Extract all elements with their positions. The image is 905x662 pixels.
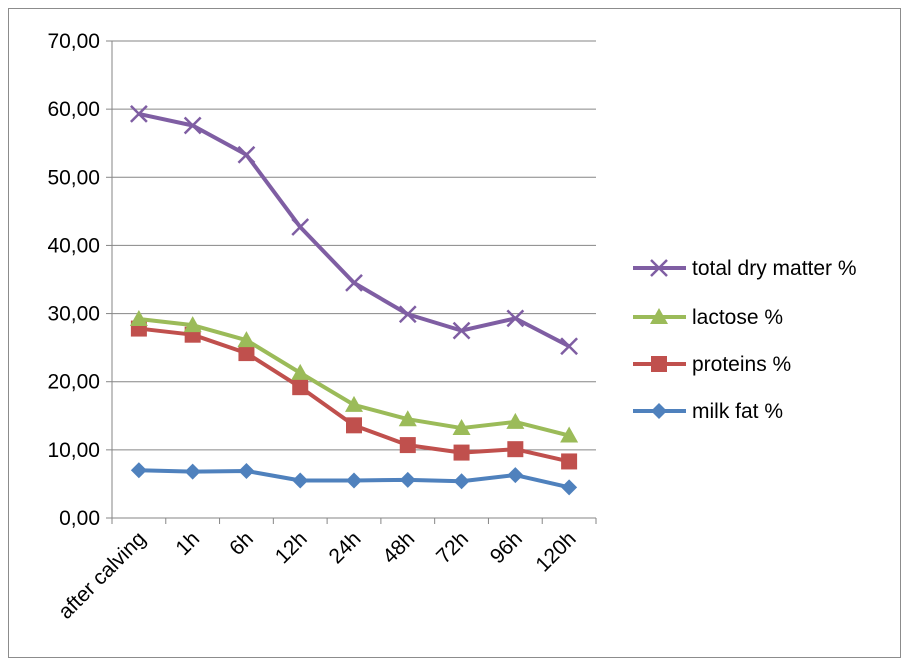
data-point: [291, 218, 310, 236]
data-point: [560, 337, 578, 356]
data-point-stroke: [452, 321, 471, 340]
series-group: [129, 105, 579, 496]
data-point: [452, 419, 471, 436]
data-point: [453, 444, 470, 461]
data-point: [506, 309, 525, 328]
data-point: [291, 363, 310, 380]
data-point: [651, 403, 667, 419]
data-point-stroke: [237, 145, 256, 164]
x-tick-label: 1h: [171, 527, 204, 560]
data-point: [130, 105, 148, 123]
data-point-stroke: [130, 105, 148, 123]
y-tick-label: 10,00: [47, 439, 100, 462]
x-tick-label: 24h: [324, 527, 365, 568]
data-point: [561, 479, 578, 496]
x-axis-ticks: after calving 1h 6h 12h 24h 48h 72h 96h 120h: [54, 527, 581, 623]
x-tick-label: 48h: [378, 527, 419, 568]
data-point: [452, 321, 471, 340]
x-tick-label: 72h: [432, 527, 473, 568]
data-point: [453, 473, 470, 490]
data-point: [183, 316, 202, 333]
data-point: [237, 331, 256, 348]
series-line: [138, 326, 570, 464]
legend-label: proteins %: [692, 353, 791, 376]
series-lactose: [129, 310, 579, 443]
data-point: [345, 395, 363, 412]
legend-entry: milk fat %: [633, 400, 783, 423]
data-point-stroke: [506, 309, 525, 328]
data-point: [129, 310, 148, 327]
legend-entry: proteins %: [633, 353, 791, 376]
data-point-stroke: [398, 305, 417, 324]
data-point: [398, 305, 417, 324]
x-tick-label: 6h: [225, 527, 258, 560]
data-point-stroke: [560, 337, 578, 356]
y-axis-ticks: 0,00 10,00 20,00 30,00 40,00 50,00 60,00 70,00: [47, 30, 100, 530]
y-tick-label: 50,00: [47, 166, 100, 189]
data-point-stroke: [183, 116, 202, 135]
y-tick-label: 40,00: [47, 234, 100, 257]
data-point: [399, 471, 416, 488]
data-point: [238, 345, 255, 362]
data-point: [346, 417, 362, 434]
data-point: [507, 441, 524, 458]
data-point: [650, 259, 668, 277]
legend-label: milk fat %: [692, 400, 783, 423]
data-point: [183, 116, 202, 135]
data-point: [237, 145, 256, 164]
y-tick-label: 30,00: [47, 303, 100, 326]
data-point-stroke: [650, 259, 668, 277]
data-point: [506, 412, 525, 429]
y-tick-label: 0,00: [59, 507, 100, 530]
axes: [106, 40, 597, 524]
y-tick-label: 70,00: [47, 30, 100, 53]
data-point: [130, 462, 147, 479]
series-proteins: [130, 320, 578, 470]
data-point: [184, 463, 201, 480]
x-tick-label: 96h: [486, 527, 527, 568]
data-point: [292, 379, 309, 396]
grid-lines: [112, 40, 596, 451]
legend: total dry matter % lactose % proteins % mil…: [633, 257, 857, 423]
legend-entry: lactose %: [633, 306, 783, 329]
data-point: [292, 472, 309, 489]
series-line: [138, 111, 571, 349]
data-point: [651, 356, 667, 372]
x-tick-label: after calving: [54, 527, 150, 623]
legend-label: lactose %: [692, 306, 783, 329]
data-point: [398, 410, 417, 427]
data-point-stroke: [345, 274, 363, 292]
data-point: [345, 274, 363, 292]
series-milk-fat: [130, 462, 578, 496]
legend-entry: total dry matter %: [633, 257, 857, 280]
data-point: [560, 426, 579, 443]
data-point: [346, 472, 362, 489]
x-tick-label: 120h: [531, 527, 580, 576]
series-total-dry-matter: [130, 105, 578, 356]
data-point: [650, 308, 668, 324]
legend-label: total dry matter %: [692, 257, 857, 280]
y-tick-label: 20,00: [47, 371, 100, 394]
y-tick-label: 60,00: [47, 98, 100, 121]
data-point-stroke: [291, 218, 310, 236]
data-point: [507, 467, 524, 484]
data-point: [399, 437, 416, 454]
data-point: [238, 462, 255, 479]
data-point: [561, 453, 578, 470]
x-tick-label: 12h: [271, 527, 312, 568]
